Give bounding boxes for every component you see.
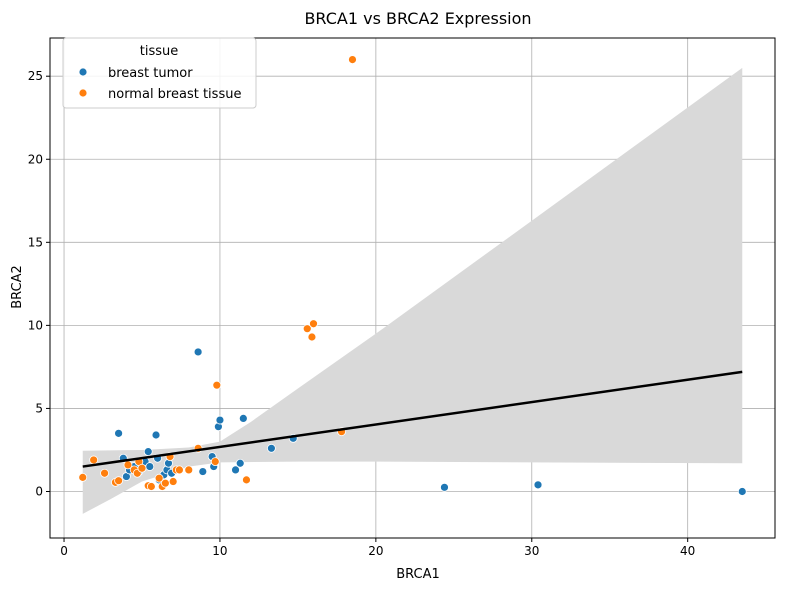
point-normal-breast-tissue xyxy=(307,332,317,342)
x-tick-label: 10 xyxy=(212,544,227,558)
point-breast-tumor xyxy=(143,447,153,457)
point-normal-breast-tissue xyxy=(160,478,170,488)
point-normal-breast-tissue xyxy=(154,473,164,483)
y-tick-label: 5 xyxy=(35,401,43,415)
x-tick-label: 30 xyxy=(524,544,539,558)
x-axis: 0 10 20 30 40 xyxy=(60,538,695,558)
point-breast-tumor xyxy=(215,415,225,425)
point-normal-breast-tissue xyxy=(242,475,251,485)
y-axis: 0 5 10 15 20 25 xyxy=(28,69,50,498)
point-breast-tumor xyxy=(533,480,543,490)
plot-frame xyxy=(49,37,776,539)
x-axis-label: BRCA1 xyxy=(396,567,440,582)
chart-title: BRCA1 vs BRCA2 Expression xyxy=(304,9,531,28)
legend-box xyxy=(62,37,257,109)
y-tick-label: 25 xyxy=(28,69,43,83)
legend-title: tissue xyxy=(140,44,179,59)
point-breast-tumor xyxy=(193,347,203,357)
legend-marker-breast-tumor xyxy=(78,67,88,77)
point-normal-breast-tissue xyxy=(114,476,124,486)
x-tick-label: 40 xyxy=(680,544,695,558)
point-breast-tumor xyxy=(198,467,208,476)
point-normal-breast-tissue xyxy=(100,468,109,478)
y-tick-label: 0 xyxy=(35,484,43,498)
x-tick-label: 20 xyxy=(368,544,383,558)
point-breast-tumor xyxy=(238,413,248,423)
point-breast-tumor xyxy=(145,462,155,471)
point-breast-tumor xyxy=(440,482,449,492)
point-normal-breast-tissue xyxy=(210,457,220,466)
y-tick-label: 15 xyxy=(28,235,43,249)
legend-label-breast-tumor: breast tumor xyxy=(108,66,193,81)
legend-label-normal-breast-tissue: normal breast tissue xyxy=(108,87,241,102)
x-tick-label: 0 xyxy=(60,544,68,558)
point-breast-tumor xyxy=(231,465,240,475)
y-axis-label: BRCA2 xyxy=(10,265,25,309)
point-normal-breast-tissue xyxy=(348,55,357,64)
legend-marker-normal-breast-tissue xyxy=(78,88,88,98)
y-tick-label: 10 xyxy=(28,318,43,332)
point-breast-tumor xyxy=(235,458,245,468)
point-normal-breast-tissue xyxy=(302,324,312,334)
y-tick-label: 20 xyxy=(28,152,43,166)
point-normal-breast-tissue xyxy=(212,380,222,390)
point-normal-breast-tissue xyxy=(137,463,147,473)
point-breast-tumor xyxy=(266,443,276,453)
point-breast-tumor xyxy=(114,428,124,438)
point-normal-breast-tissue xyxy=(89,455,99,465)
point-normal-breast-tissue xyxy=(175,465,184,475)
point-normal-breast-tissue xyxy=(168,477,178,486)
regression-line xyxy=(82,370,743,468)
point-normal-breast-tissue xyxy=(309,319,318,329)
point-normal-breast-tissue xyxy=(184,465,194,475)
data-points xyxy=(78,55,747,496)
legend: tissue breast tumor normal breast tissue xyxy=(62,37,257,109)
point-breast-tumor xyxy=(151,430,161,440)
point-normal-breast-tissue xyxy=(146,482,156,491)
point-normal-breast-tissue xyxy=(78,472,88,482)
confidence-interval-band xyxy=(82,67,743,514)
point-breast-tumor xyxy=(737,487,747,496)
